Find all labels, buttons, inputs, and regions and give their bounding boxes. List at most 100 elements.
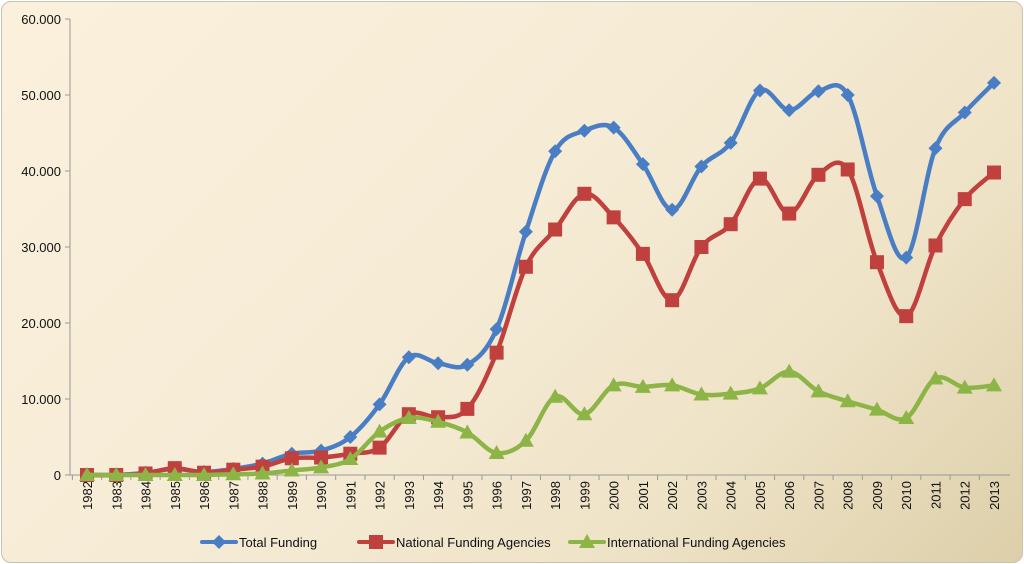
y-tick-label: 40.000 [21, 164, 61, 179]
series-line [87, 369, 995, 478]
legend-item: National Funding Agencies [357, 535, 551, 550]
x-tick-label: 1989 [285, 481, 300, 510]
diamond-marker [372, 397, 387, 412]
y-tick-label: 20.000 [21, 316, 61, 331]
x-tick-label: 2000 [607, 481, 622, 510]
x-tick-label: 1998 [548, 481, 563, 510]
y-tick-label: 50.000 [21, 88, 61, 103]
triangle-marker [342, 451, 359, 466]
square-marker [928, 238, 943, 253]
triangle-marker [839, 393, 856, 408]
triangle-marker [751, 380, 768, 395]
diamond-marker [723, 135, 738, 150]
diamond-marker [811, 84, 826, 99]
x-tick-label: 2013 [987, 481, 1002, 510]
x-tick-label: 2005 [753, 481, 768, 510]
diamond-marker [489, 322, 504, 337]
x-tick-label: 1988 [256, 481, 271, 510]
diamond-marker [957, 105, 972, 120]
diamond-marker [899, 250, 914, 265]
legend-item: Total Funding [200, 535, 317, 550]
triangle-marker [810, 383, 827, 398]
diamond-marker [665, 202, 680, 217]
x-tick-label: 1993 [402, 481, 417, 510]
x-tick-label: 1996 [490, 481, 505, 510]
square-marker [869, 255, 884, 270]
x-tick-label: 2002 [665, 481, 680, 510]
triangle-marker [605, 377, 622, 392]
x-tick-label: 1982 [80, 481, 95, 510]
triangle-marker [781, 363, 798, 378]
x-tick-label: 2010 [899, 481, 914, 510]
series-international-funding-agencies [79, 363, 1002, 481]
x-tick-label: 1990 [314, 481, 329, 510]
square-marker [518, 259, 533, 274]
triangle-marker [108, 467, 125, 481]
triangle-marker [371, 423, 388, 438]
x-tick-label: 1999 [577, 481, 592, 510]
square-marker [987, 165, 1001, 180]
x-tick-label: 1984 [139, 481, 154, 510]
square-marker [899, 309, 914, 324]
triangle-marker [254, 465, 271, 480]
x-tick-label: 2003 [694, 481, 709, 510]
square-marker [782, 206, 797, 221]
y-tick-label: 0 [54, 468, 61, 483]
legend-diamond-marker [212, 535, 226, 549]
triangle-marker [576, 406, 593, 421]
diamond-marker [577, 123, 592, 138]
x-tick-label: 1986 [197, 481, 212, 510]
triangle-marker [283, 462, 300, 477]
square-marker [723, 217, 738, 232]
triangle-marker [196, 467, 213, 481]
y-tick-label: 10.000 [21, 392, 61, 407]
triangle-marker [488, 444, 505, 459]
x-tick-label: 1997 [519, 481, 534, 510]
diamond-marker [343, 430, 358, 444]
y-tick-label: 60.000 [21, 12, 61, 27]
square-marker [548, 222, 563, 237]
axes: 0 10.000 20.000 30.000 40.000 50.000 60.000 198… [21, 12, 1010, 510]
diamond-marker [606, 120, 621, 135]
diamond-marker [635, 157, 650, 172]
x-tick-label: 2006 [782, 481, 797, 510]
legend-item: International Funding Agencies [568, 534, 786, 550]
triangle-marker [927, 370, 944, 385]
x-tick-label: 1992 [373, 481, 388, 510]
legend-square-marker [369, 535, 383, 549]
x-tick-label: 2007 [811, 481, 826, 510]
square-marker [489, 345, 504, 360]
diamond-marker [694, 159, 709, 174]
legend-triangle-marker [579, 534, 595, 548]
square-marker [694, 240, 709, 254]
x-tick-label: 2011 [928, 481, 943, 509]
x-tick-label: 2009 [870, 481, 885, 510]
triangle-marker [664, 377, 681, 392]
legend-label: National Funding Agencies [396, 535, 551, 550]
square-marker [957, 192, 972, 207]
diamond-marker [518, 224, 533, 239]
triangle-marker [693, 386, 710, 401]
diamond-marker [431, 356, 446, 371]
triangle-marker [898, 410, 915, 424]
square-marker [752, 171, 767, 186]
triangle-marker [430, 413, 447, 428]
diamond-marker [840, 88, 855, 102]
triangle-marker [547, 388, 564, 403]
square-marker [840, 162, 855, 177]
diamond-marker [460, 357, 475, 372]
square-marker [577, 186, 592, 201]
diamond-marker [987, 75, 1001, 90]
x-tick-label: 2008 [841, 481, 856, 510]
series-national-funding-agencies [80, 160, 1001, 482]
triangle-marker [868, 401, 885, 416]
triangle-marker [400, 410, 417, 424]
diamond-marker [782, 103, 797, 118]
diamond-marker [401, 350, 416, 365]
square-marker [372, 440, 387, 455]
square-marker [314, 450, 329, 465]
x-tick-label: 1987 [226, 481, 241, 510]
triangle-marker [722, 385, 739, 400]
triangle-marker [166, 467, 183, 481]
series-line [86, 160, 996, 478]
